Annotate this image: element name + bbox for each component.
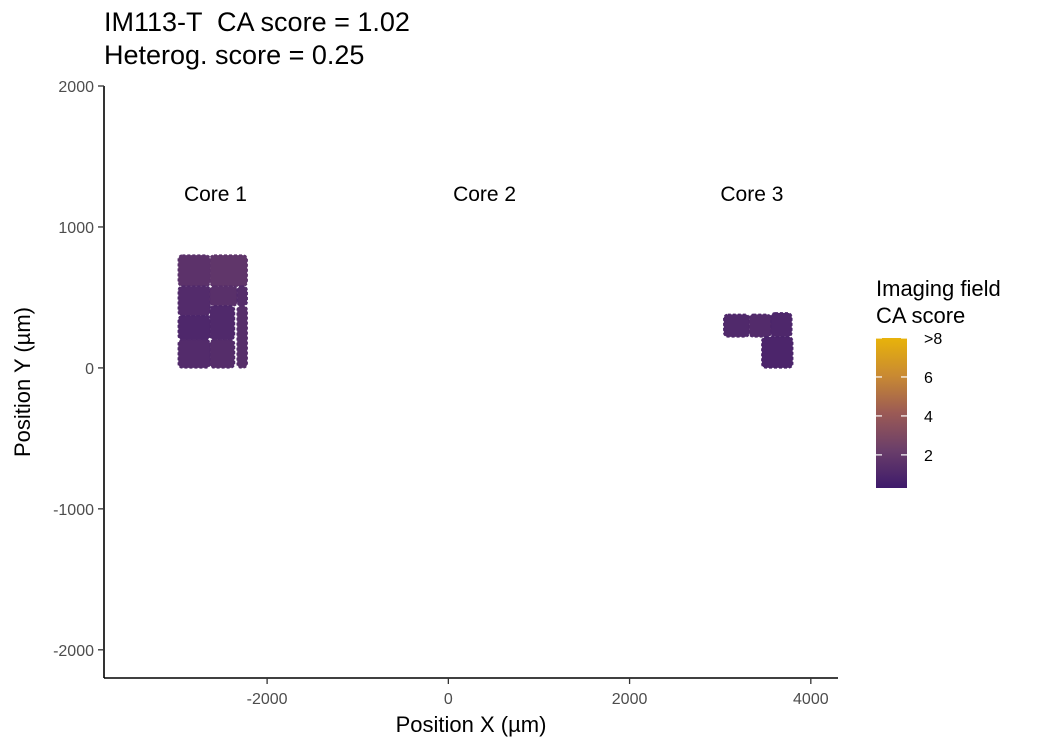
y-ticks: -2000 -1000 0 1000 2000 — [53, 79, 104, 660]
axes — [103, 86, 838, 679]
color-legend: Imaging field CA score 2 4 6 >8 — [876, 276, 1001, 488]
y-axis-title: Position Y (µm) — [10, 307, 35, 457]
x-axis-title: Position X (µm) — [396, 712, 547, 737]
imaging-field — [236, 285, 248, 307]
imaging-field — [209, 254, 248, 287]
x-tick-label: 4000 — [793, 691, 829, 708]
imaging-field — [209, 338, 236, 369]
y-tick-label: 1000 — [58, 220, 94, 237]
imaging-field — [723, 313, 750, 338]
legend-title-line1: Imaging field — [876, 276, 1001, 301]
chart-title: IM113-T CA score = 1.02 — [104, 7, 410, 37]
core-label: Core 3 — [720, 183, 783, 206]
imaging-field — [177, 254, 211, 287]
y-tick-label: 2000 — [58, 79, 94, 96]
imaging-field — [761, 336, 794, 369]
colorbar-tick-label: 2 — [924, 448, 933, 465]
colorbar-ticks: 2 4 6 >8 — [876, 331, 942, 465]
colorbar-tick-label: >8 — [924, 331, 942, 348]
imaging-field — [748, 313, 772, 338]
imaging-field — [209, 305, 236, 341]
imaging-field — [177, 338, 211, 369]
colorbar — [876, 338, 907, 488]
x-tick-label: 0 — [444, 691, 453, 708]
imaging-field — [770, 312, 793, 338]
legend-title-line2: CA score — [876, 303, 965, 328]
imaging-field — [209, 285, 238, 307]
core-label: Core 2 — [453, 183, 516, 206]
y-tick-label: -2000 — [53, 643, 94, 660]
core-labels: Core 1 Core 2 Core 3 — [184, 183, 783, 206]
x-tick-label: 2000 — [612, 691, 648, 708]
x-ticks: -2000 0 2000 4000 — [247, 678, 829, 708]
y-tick-label: 0 — [85, 361, 94, 378]
colorbar-tick-label: 4 — [924, 409, 933, 426]
chart-subtitle: Heterog. score = 0.25 — [104, 40, 365, 70]
imaging-field — [177, 285, 211, 317]
x-tick-label: -2000 — [247, 691, 288, 708]
y-tick-label: -1000 — [53, 502, 94, 519]
core-label: Core 1 — [184, 183, 247, 206]
imaging-field — [177, 315, 211, 341]
colorbar-tick-label: 6 — [924, 370, 933, 387]
imaging-field — [236, 305, 248, 369]
imaging-fields-layer — [177, 254, 794, 369]
